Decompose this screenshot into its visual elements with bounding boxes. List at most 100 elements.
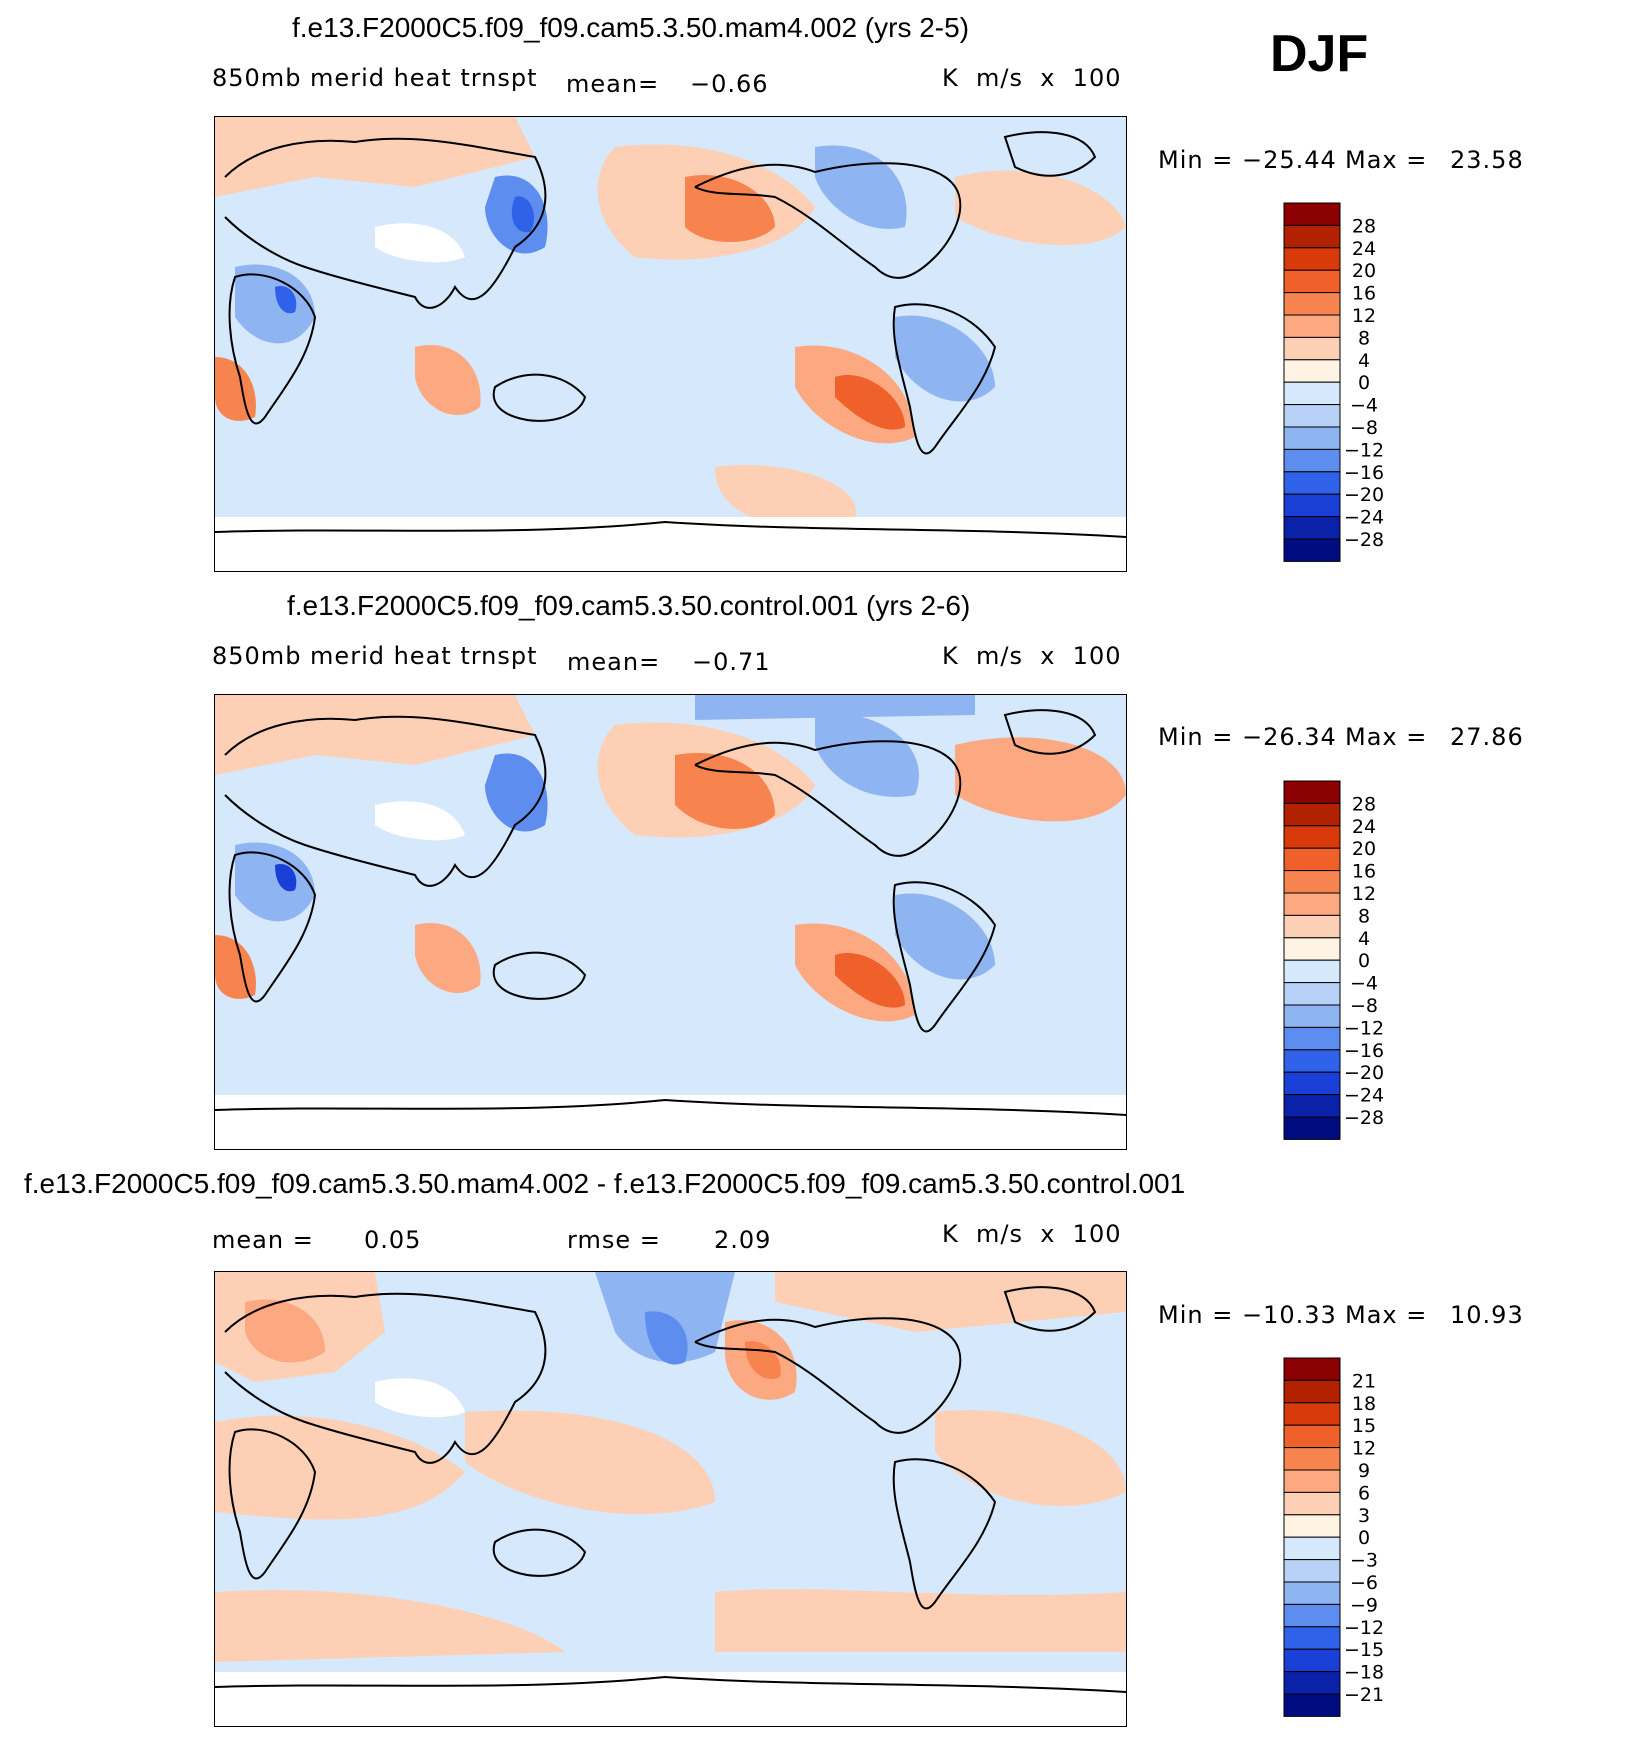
colorbar-box (1283, 1379, 1341, 1404)
panel3-antarctica-coast (215, 1675, 1126, 1693)
panel2-min-label: Min = (1158, 723, 1234, 751)
colorbar-tick-label: 0 (1358, 372, 1370, 394)
colorbar-box (1283, 381, 1341, 406)
panel3-tibet-mask (375, 1378, 465, 1418)
colorbar-box (1283, 1648, 1341, 1673)
panel3-colorbar: 21 18 15 12 9 6 3 0 −3 −6 −9 −12 −15 −18 −21 (1283, 1357, 1444, 1718)
colorbar-box (1283, 914, 1341, 939)
panel2-indian-positive (415, 923, 481, 994)
panel1-mean-value: −0.66 (690, 70, 769, 98)
panel2-max-value: 27.86 (1450, 723, 1524, 751)
panel3-mean-value: 0.05 (364, 1226, 422, 1254)
panel1-min-label: Min = (1158, 146, 1234, 174)
panel3-namerica-coast (694, 1317, 962, 1434)
panel2-antarctica-coast (215, 1098, 1126, 1116)
panel1-max-label: Max = (1345, 146, 1428, 174)
panel2-mean-value: −0.71 (692, 648, 771, 676)
panel3-samerica-coast (892, 1458, 997, 1610)
colorbar-tick-label: −24 (1344, 507, 1384, 529)
colorbar-box (1283, 538, 1341, 562)
colorbar-tick-label: −8 (1350, 417, 1378, 439)
panel1-africa-coast (228, 273, 317, 425)
colorbar-tick-label: −24 (1344, 1085, 1384, 1107)
colorbar-tick-label: 24 (1352, 238, 1376, 260)
panel3-africa-positive (215, 1415, 465, 1520)
panel3-antarctica (215, 1672, 1126, 1726)
colorbar-box (1283, 404, 1341, 428)
panel1-greenland-coast (1003, 131, 1097, 177)
colorbar-tick-label: 12 (1352, 883, 1376, 905)
panel2-eurasia-coast (224, 715, 547, 887)
colorbar-tick-label: −12 (1344, 1617, 1384, 1639)
colorbar-box (1283, 802, 1341, 827)
panel1-coastlines (215, 131, 1126, 538)
panel2-map (214, 694, 1127, 1150)
panel1-tibet-mask (375, 223, 465, 263)
colorbar-box (1283, 1514, 1341, 1538)
colorbar-tick-label: −12 (1344, 1017, 1384, 1039)
panel2-max-label: Max = (1345, 723, 1428, 751)
panel2-coastlines (215, 709, 1126, 1116)
colorbar-box (1283, 1402, 1341, 1426)
colorbar-tick-label: 8 (1358, 327, 1370, 349)
panel2-spacific-core (835, 953, 905, 1008)
panel3-max-label: Max = (1345, 1301, 1428, 1329)
panel2-samerica-coast (892, 881, 997, 1033)
colorbar-tick-label: 16 (1352, 861, 1376, 883)
panel3-mean-label: mean = (212, 1226, 314, 1254)
panel2-units: K m/s x 100 (942, 642, 1122, 670)
panel2-arctic-negative (695, 695, 975, 720)
colorbar-box (1283, 937, 1341, 961)
panel3-map-svg (215, 1272, 1126, 1726)
colorbar-box (1283, 448, 1341, 473)
panel3-units: K m/s x 100 (942, 1220, 1122, 1248)
colorbar-tick-label: 28 (1352, 793, 1376, 815)
colorbar-tick-label: 0 (1358, 1527, 1370, 1549)
colorbar-box (1283, 870, 1341, 894)
colorbar-tick-label: 0 (1358, 950, 1370, 972)
colorbar-box (1283, 1357, 1341, 1381)
colorbar-box (1283, 847, 1341, 872)
panel3-map (214, 1271, 1127, 1727)
panel1-title: f.e13.F2000C5.f09_f09.cam5.3.50.mam4.002… (292, 12, 970, 43)
colorbar-box (1283, 1116, 1341, 1140)
season-label: DJF (1270, 25, 1369, 83)
colorbar-tick-label: −3 (1350, 1550, 1378, 1572)
colorbar-tick-label: 4 (1358, 350, 1370, 372)
panel2-tibet-mask (375, 801, 465, 841)
colorbar-tick-label: 12 (1352, 1438, 1376, 1460)
panel2-title: f.e13.F2000C5.f09_f09.cam5.3.50.control.… (287, 590, 971, 621)
panel1-namerica-coast (694, 162, 962, 279)
colorbar-tick-label: 8 (1358, 905, 1370, 927)
panel3-southern-positive (215, 1590, 565, 1662)
panel2-variable: 850mb merid heat trnspt (212, 642, 538, 670)
colorbar-tick-label: 6 (1358, 1482, 1370, 1504)
colorbar-box (1283, 1671, 1341, 1695)
panel2-eurasia-positive (215, 695, 535, 775)
colorbar-box (1283, 1491, 1341, 1516)
panel1-africa-core (275, 286, 297, 314)
panel1-atlantic-positive (955, 170, 1126, 246)
colorbar-tick-label: −20 (1344, 1062, 1384, 1084)
colorbar-box (1283, 1026, 1341, 1051)
colorbar-tick-label: −18 (1344, 1662, 1384, 1684)
colorbar-box (1283, 1603, 1341, 1628)
colorbar-box (1283, 892, 1341, 916)
panel3-field-contours (215, 1272, 1126, 1726)
panel3-greenland-coast (1003, 1286, 1097, 1332)
panel3-bering-core (645, 1311, 688, 1365)
colorbar-tick-label: −12 (1344, 439, 1384, 461)
panel1-samerica-negative (895, 315, 995, 402)
colorbar-box (1283, 1693, 1341, 1717)
panel3-min-value: −10.33 (1242, 1301, 1337, 1329)
panel3-atlantic-positive (935, 1410, 1126, 1507)
colorbar-box (1283, 1469, 1341, 1493)
panel3-title: f.e13.F2000C5.f09_f09.cam5.3.50.mam4.002… (24, 1168, 1186, 1199)
panel2-samerica-negative (895, 893, 995, 980)
panel1-antarctica (215, 517, 1126, 571)
colorbar-box (1283, 982, 1341, 1006)
colorbar-tick-label: 21 (1352, 1370, 1376, 1392)
panel1-colorbar: 28 24 20 16 12 8 4 0 −4 −8 −12 −16 −20 −24 −28 (1283, 202, 1444, 563)
